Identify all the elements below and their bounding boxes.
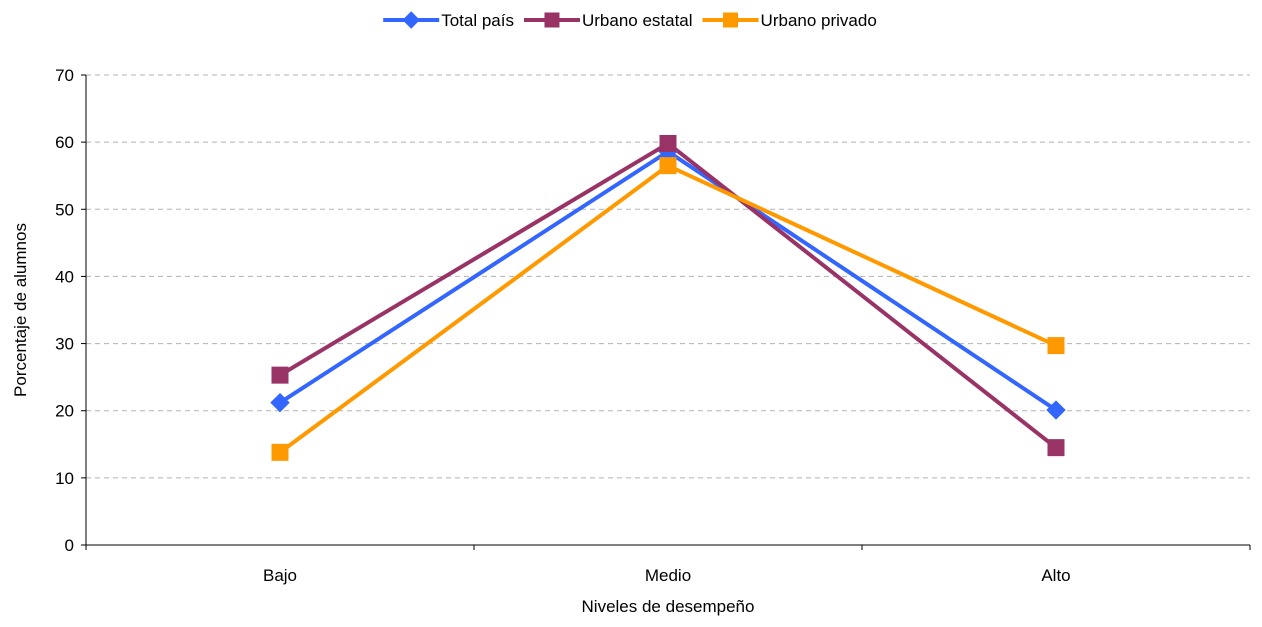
legend-marker <box>723 12 739 28</box>
legend[interactable]: Total país Urbano estatal Urbano privado <box>383 11 877 30</box>
x-axis-title: Niveles de desempeño <box>582 597 755 616</box>
legend-item[interactable]: Urbano privado <box>702 11 877 30</box>
x-tick-label: Alto <box>1041 566 1070 585</box>
y-tick-label: 40 <box>55 267 74 286</box>
y-tick-label: 20 <box>55 402 74 421</box>
y-tick-label: 30 <box>55 335 74 354</box>
axes <box>85 75 1250 546</box>
legend-label: Urbano estatal <box>582 11 693 30</box>
data-point-total-pa-s <box>1046 400 1066 420</box>
series-markers <box>270 134 1066 461</box>
legend-item[interactable]: Total país <box>383 11 514 30</box>
legend-label: Urbano privado <box>761 11 877 30</box>
y-tick-label: 50 <box>55 200 74 219</box>
data-point-urbano-estatal <box>659 134 677 152</box>
data-point-urbano-estatal <box>271 366 289 384</box>
y-axis-title: Porcentaje de alumnos <box>11 223 30 397</box>
y-tick-label: 60 <box>55 133 74 152</box>
legend-label: Total país <box>441 11 514 30</box>
x-tick-labels: Bajo Medio Alto <box>85 545 1251 585</box>
series-line-urbano-privado <box>278 163 1057 454</box>
data-point-urbano-privado <box>271 443 289 461</box>
x-tick-label: Medio <box>645 566 691 585</box>
series-line-urbano-estatal <box>278 141 1058 450</box>
y-tick-label: 10 <box>55 469 74 488</box>
y-tick-labels: 0 10 20 30 40 50 60 70 <box>55 66 86 555</box>
data-point-urbano-estatal <box>1047 439 1065 457</box>
legend-marker <box>544 12 560 28</box>
y-tick-label: 70 <box>55 66 74 85</box>
legend-item[interactable]: Urbano estatal <box>523 11 693 30</box>
series-lines <box>278 141 1058 454</box>
x-tick-label: Bajo <box>263 566 297 585</box>
data-point-urbano-privado <box>1047 337 1065 355</box>
data-point-total-pa-s <box>270 392 290 413</box>
data-point-urbano-privado <box>659 157 677 175</box>
legend-marker <box>402 11 420 29</box>
series-line-total-pa-s <box>278 149 1058 412</box>
y-tick-label: 0 <box>65 536 74 555</box>
